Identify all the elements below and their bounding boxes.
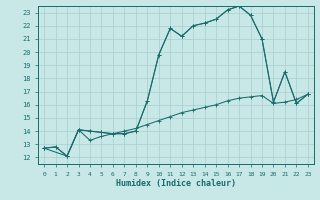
X-axis label: Humidex (Indice chaleur): Humidex (Indice chaleur) — [116, 179, 236, 188]
